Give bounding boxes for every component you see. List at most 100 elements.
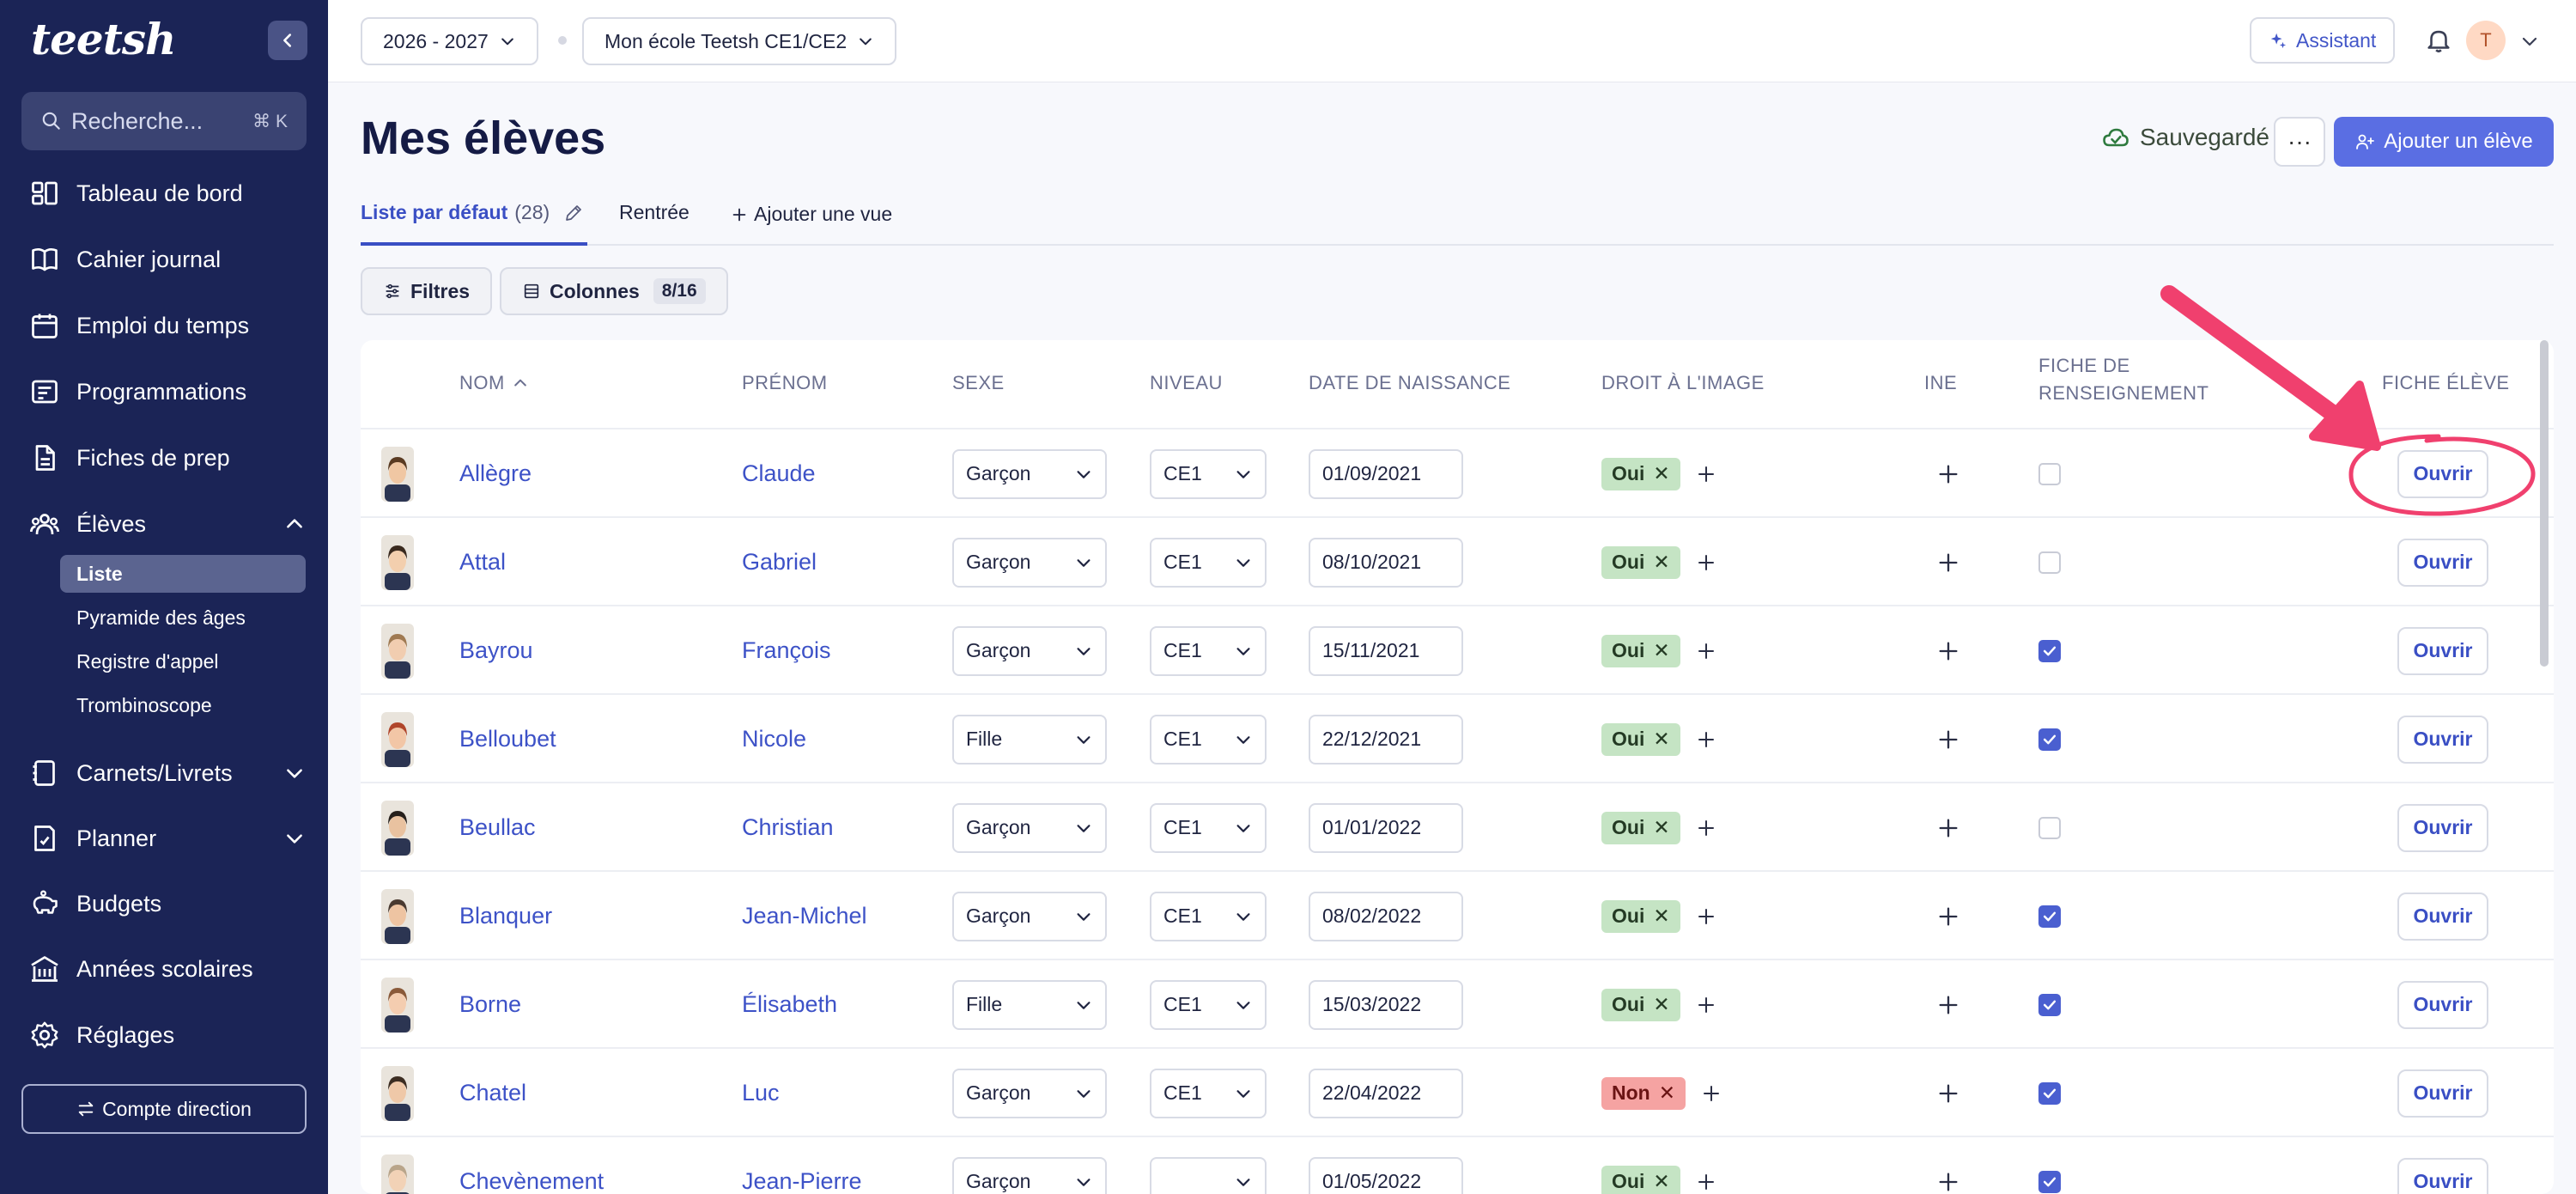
teetsh-logo[interactable]: teetsh [31, 14, 176, 64]
column-header-sexe[interactable]: SEXE [952, 372, 1005, 393]
student-first-name[interactable]: Élisabeth [742, 991, 838, 1017]
sexe-select[interactable]: Garçon [952, 448, 1107, 499]
nav-carnets-livrets[interactable]: Carnets/Livrets [29, 747, 313, 799]
plus-icon[interactable] [1936, 462, 1960, 486]
subnav-registre-d-appel[interactable]: Registre d'appel [76, 649, 219, 673]
collapse-sidebar-button[interactable] [268, 21, 307, 60]
birth-date-input[interactable]: 22/04/2022 [1309, 1068, 1463, 1118]
student-first-name[interactable]: Jean-Michel [742, 903, 867, 929]
plus-icon[interactable] [1696, 818, 1716, 838]
student-first-name[interactable]: Jean-Pierre [742, 1168, 862, 1194]
niveau-select[interactable]: CE1 [1150, 537, 1267, 588]
plus-icon[interactable] [1936, 1081, 1960, 1106]
plus-icon[interactable] [1936, 816, 1960, 840]
plus-icon[interactable] [1936, 1170, 1960, 1194]
assistant-button[interactable]: Assistant [2250, 17, 2396, 64]
plus-icon[interactable] [1696, 552, 1716, 573]
nav-tableau-de-bord[interactable]: Tableau de bord [29, 168, 313, 219]
plus-icon[interactable] [1696, 1172, 1716, 1192]
sexe-select[interactable]: Garçon [952, 802, 1107, 853]
fiche-renseignement-checkbox[interactable] [2038, 905, 2061, 928]
birth-date-input[interactable]: 01/09/2021 [1309, 448, 1463, 499]
plus-icon[interactable] [1936, 551, 1960, 575]
sexe-select[interactable]: Garçon [952, 1068, 1107, 1118]
niveau-select[interactable]: CE1 [1150, 714, 1267, 765]
niveau-select[interactable] [1150, 1156, 1267, 1194]
chevron-down-icon[interactable] [2519, 31, 2540, 52]
open-student-button[interactable]: Ouvrir [2397, 449, 2488, 498]
open-student-button[interactable]: Ouvrir [2397, 626, 2488, 675]
remove-chip-icon[interactable]: ✕ [1653, 1170, 1670, 1192]
student-first-name[interactable]: Luc [742, 1080, 780, 1106]
tab-liste-par-defaut[interactable]: Liste par défaut (28) [361, 201, 584, 224]
student-last-name[interactable]: Chevènement [459, 1168, 605, 1194]
open-student-button[interactable]: Ouvrir [2397, 715, 2488, 764]
nav-budgets[interactable]: Budgets [29, 878, 313, 929]
niveau-select[interactable]: CE1 [1150, 448, 1267, 499]
plus-icon[interactable] [1696, 641, 1716, 661]
birth-date-input[interactable]: 01/01/2022 [1309, 802, 1463, 853]
plus-icon[interactable] [1936, 728, 1960, 752]
student-last-name[interactable]: Beullac [459, 814, 536, 840]
open-student-button[interactable]: Ouvrir [2397, 980, 2488, 1029]
fiche-renseignement-checkbox[interactable] [2038, 639, 2061, 662]
birth-date-input[interactable]: 08/10/2021 [1309, 537, 1463, 588]
subnav-liste[interactable]: Liste [60, 555, 306, 593]
fiche-renseignement-checkbox[interactable] [2038, 993, 2061, 1016]
niveau-select[interactable]: CE1 [1150, 802, 1267, 853]
nav-cahier-journal[interactable]: Cahier journal [29, 234, 313, 285]
nav-fiches-de-prep[interactable]: Fiches de prep [29, 432, 313, 484]
fiche-renseignement-checkbox[interactable] [2038, 551, 2061, 574]
nav-eleves[interactable]: Élèves [29, 498, 313, 550]
plus-icon[interactable] [1696, 464, 1716, 484]
open-student-button[interactable]: Ouvrir [2397, 803, 2488, 852]
subnav-pyramide-des-ages[interactable]: Pyramide des âges [76, 606, 246, 629]
sexe-select[interactable]: Fille [952, 714, 1107, 765]
open-student-button[interactable]: Ouvrir [2397, 1157, 2488, 1194]
birth-date-input[interactable]: 08/02/2022 [1309, 891, 1463, 941]
plus-icon[interactable] [1936, 993, 1960, 1017]
plus-icon[interactable] [1696, 729, 1716, 750]
remove-chip-icon[interactable]: ✕ [1653, 816, 1670, 838]
niveau-select[interactable]: CE1 [1150, 625, 1267, 676]
add-view-button[interactable]: Ajouter une vue [730, 203, 892, 226]
sexe-select[interactable]: Fille [952, 979, 1107, 1030]
school-year-select[interactable]: 2026 - 2027 [361, 17, 538, 65]
sexe-select[interactable]: Garçon [952, 891, 1107, 941]
column-header-niveau[interactable]: NIVEAU [1150, 372, 1223, 393]
plus-icon[interactable] [1696, 906, 1716, 927]
column-header-ine[interactable]: INE [1924, 372, 1958, 393]
sexe-select[interactable]: Garçon [952, 537, 1107, 588]
open-student-button[interactable]: Ouvrir [2397, 892, 2488, 941]
plus-icon[interactable] [1696, 995, 1716, 1015]
tab-rentree[interactable]: Rentrée [619, 201, 690, 223]
nav-reglages[interactable]: Réglages [29, 1009, 313, 1061]
student-first-name[interactable]: François [742, 637, 831, 663]
student-last-name[interactable]: Borne [459, 991, 522, 1017]
niveau-select[interactable]: CE1 [1150, 979, 1267, 1030]
student-first-name[interactable]: Gabriel [742, 549, 817, 575]
fiche-renseignement-checkbox[interactable] [2038, 1081, 2061, 1105]
open-student-button[interactable]: Ouvrir [2397, 1069, 2488, 1118]
plus-icon[interactable] [1936, 639, 1960, 663]
sexe-select[interactable]: Garçon [952, 625, 1107, 676]
student-first-name[interactable]: Claude [742, 460, 816, 486]
student-last-name[interactable]: Bayrou [459, 637, 533, 663]
sexe-select[interactable]: Garçon [952, 1156, 1107, 1194]
fiche-renseignement-checkbox[interactable] [2038, 1170, 2061, 1193]
open-student-button[interactable]: Ouvrir [2397, 538, 2488, 587]
niveau-select[interactable]: CE1 [1150, 891, 1267, 941]
remove-chip-icon[interactable]: ✕ [1653, 639, 1670, 661]
table-scrollbar[interactable] [2540, 340, 2549, 667]
add-student-button[interactable]: Ajouter un élève [2334, 117, 2554, 167]
column-header-droit-image[interactable]: DROIT À L'IMAGE [1601, 372, 1765, 393]
plus-icon[interactable] [1701, 1083, 1722, 1104]
student-last-name[interactable]: Belloubet [459, 726, 556, 752]
remove-chip-icon[interactable]: ✕ [1653, 993, 1670, 1015]
remove-chip-icon[interactable]: ✕ [1658, 1081, 1675, 1104]
student-last-name[interactable]: Chatel [459, 1080, 527, 1106]
user-avatar[interactable]: T [2466, 21, 2506, 60]
column-header-fiche-renseignement[interactable]: FICHE DE RENSEIGNEMENT [2038, 352, 2208, 407]
column-header-nom[interactable]: NOM [459, 369, 529, 397]
column-header-date-naissance[interactable]: DATE DE NAISSANCE [1309, 372, 1511, 393]
